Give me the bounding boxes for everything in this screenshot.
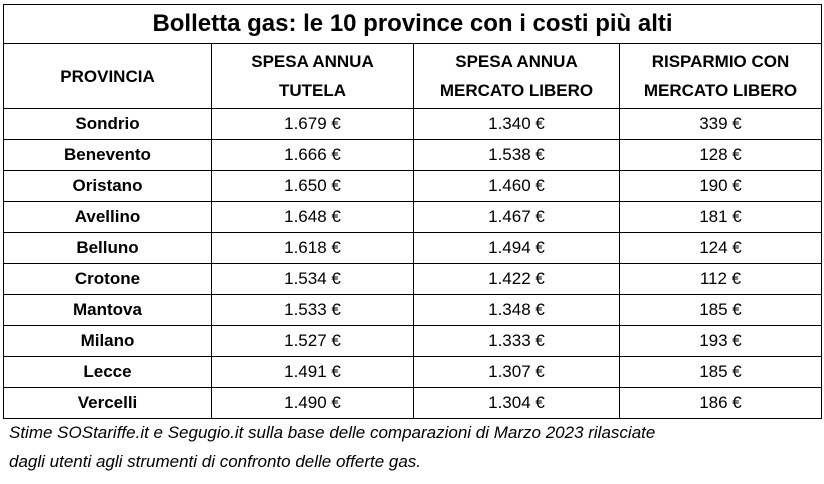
header-spesa-tutela-line1: SPESA ANNUA xyxy=(251,52,374,71)
cell-risparmio: 185 € xyxy=(619,294,822,326)
cell-risparmio: 112 € xyxy=(619,263,822,295)
cell-risparmio: 128 € xyxy=(619,139,822,171)
table-title: Bolletta gas: le 10 province con i costi… xyxy=(3,4,822,44)
table-row: Benevento 1.666 € 1.538 € 128 € xyxy=(3,139,822,171)
cell-libero: 1.304 € xyxy=(413,387,620,419)
header-risparmio-line1: RISPARMIO CON xyxy=(651,52,790,71)
cell-tutela: 1.534 € xyxy=(211,263,414,295)
cell-provincia: Benevento xyxy=(3,139,212,171)
cell-provincia: Milano xyxy=(3,325,212,357)
cell-provincia: Sondrio xyxy=(3,108,212,140)
table-row: Milano 1.527 € 1.333 € 193 € xyxy=(3,325,822,357)
table-row: Vercelli 1.490 € 1.304 € 186 € xyxy=(3,387,822,419)
title-row: Bolletta gas: le 10 province con i costi… xyxy=(3,4,822,44)
cell-libero: 1.494 € xyxy=(413,232,620,264)
header-risparmio: RISPARMIO CON MERCATO LIBERO xyxy=(619,43,822,109)
cell-tutela: 1.666 € xyxy=(211,139,414,171)
cell-risparmio: 339 € xyxy=(619,108,822,140)
cell-libero: 1.538 € xyxy=(413,139,620,171)
cell-libero: 1.348 € xyxy=(413,294,620,326)
cell-libero: 1.307 € xyxy=(413,356,620,388)
header-spesa-libero: SPESA ANNUA MERCATO LIBERO xyxy=(413,43,620,109)
header-spesa-libero-line1: SPESA ANNUA xyxy=(455,52,578,71)
cell-libero: 1.422 € xyxy=(413,263,620,295)
table-row: Avellino 1.648 € 1.467 € 181 € xyxy=(3,201,822,233)
header-spesa-tutela-line2: TUTELA xyxy=(278,81,347,100)
cell-tutela: 1.618 € xyxy=(211,232,414,264)
cell-tutela: 1.533 € xyxy=(211,294,414,326)
cell-provincia: Avellino xyxy=(3,201,212,233)
cell-risparmio: 185 € xyxy=(619,356,822,388)
cell-risparmio: 186 € xyxy=(619,387,822,419)
cell-risparmio: 190 € xyxy=(619,170,822,202)
cell-provincia: Lecce xyxy=(3,356,212,388)
cell-provincia: Vercelli xyxy=(3,387,212,419)
cell-risparmio: 193 € xyxy=(619,325,822,357)
table-row: Oristano 1.650 € 1.460 € 190 € xyxy=(3,170,822,202)
cell-libero: 1.333 € xyxy=(413,325,620,357)
source-note-line2: dagli utenti agli strumenti di confronto… xyxy=(9,452,422,471)
cell-risparmio: 181 € xyxy=(619,201,822,233)
cell-tutela: 1.527 € xyxy=(211,325,414,357)
cell-libero: 1.460 € xyxy=(413,170,620,202)
cell-provincia: Belluno xyxy=(3,232,212,264)
header-row: PROVINCIA SPESA ANNUA TUTELA SPESA ANNUA… xyxy=(3,43,822,109)
cell-tutela: 1.490 € xyxy=(211,387,414,419)
cell-libero: 1.467 € xyxy=(413,201,620,233)
cell-tutela: 1.648 € xyxy=(211,201,414,233)
table-row: Crotone 1.534 € 1.422 € 112 € xyxy=(3,263,822,295)
gas-bill-table: Bolletta gas: le 10 province con i costi… xyxy=(3,4,822,419)
gas-bill-table-container: Bolletta gas: le 10 province con i costi… xyxy=(3,4,822,419)
cell-libero: 1.340 € xyxy=(413,108,620,140)
cell-risparmio: 124 € xyxy=(619,232,822,264)
header-risparmio-line2: MERCATO LIBERO xyxy=(643,81,798,100)
table-row: Lecce 1.491 € 1.307 € 185 € xyxy=(3,356,822,388)
table-row: Belluno 1.618 € 1.494 € 124 € xyxy=(3,232,822,264)
source-note: Stime SOStariffe.it e Segugio.it sulla b… xyxy=(3,418,824,476)
cell-provincia: Mantova xyxy=(3,294,212,326)
cell-tutela: 1.679 € xyxy=(211,108,414,140)
cell-tutela: 1.491 € xyxy=(211,356,414,388)
header-spesa-tutela: SPESA ANNUA TUTELA xyxy=(211,43,414,109)
cell-provincia: Crotone xyxy=(3,263,212,295)
header-provincia: PROVINCIA xyxy=(3,43,212,109)
table-row: Sondrio 1.679 € 1.340 € 339 € xyxy=(3,108,822,140)
header-spesa-libero-line2: MERCATO LIBERO xyxy=(439,81,594,100)
source-note-line1: Stime SOStariffe.it e Segugio.it sulla b… xyxy=(9,423,656,442)
cell-tutela: 1.650 € xyxy=(211,170,414,202)
table-row: Mantova 1.533 € 1.348 € 185 € xyxy=(3,294,822,326)
cell-provincia: Oristano xyxy=(3,170,212,202)
